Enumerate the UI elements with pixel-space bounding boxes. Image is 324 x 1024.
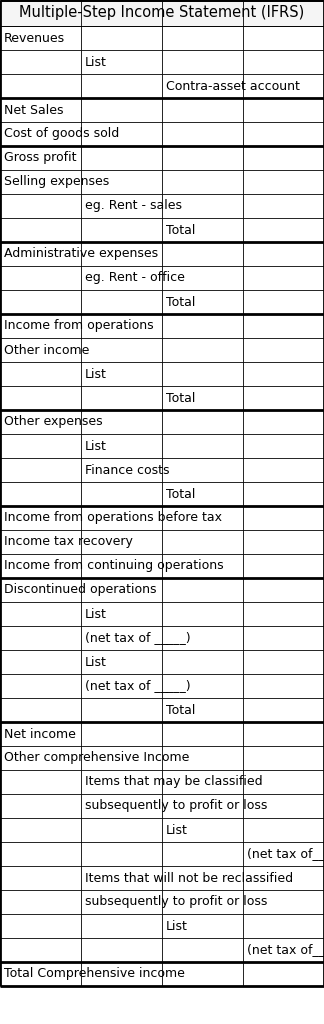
Text: Income tax recovery: Income tax recovery — [4, 536, 133, 549]
Text: eg. Rent - office: eg. Rent - office — [85, 271, 185, 285]
Text: List: List — [85, 607, 107, 621]
Text: (net tax of__): (net tax of__) — [247, 943, 324, 956]
Text: Finance costs: Finance costs — [85, 464, 169, 476]
Text: Other expenses: Other expenses — [4, 416, 103, 428]
Text: Discontinued operations: Discontinued operations — [4, 584, 156, 597]
Text: Administrative expenses: Administrative expenses — [4, 248, 158, 260]
Text: Total: Total — [166, 391, 195, 404]
Text: (net tax of _____): (net tax of _____) — [85, 632, 191, 644]
Text: Cost of goods sold: Cost of goods sold — [4, 128, 119, 140]
Text: Selling expenses: Selling expenses — [4, 175, 109, 188]
Text: Other income: Other income — [4, 343, 89, 356]
Text: Items that may be classified: Items that may be classified — [85, 775, 263, 788]
Text: Revenues: Revenues — [4, 32, 65, 44]
Text: (net tax of__): (net tax of__) — [247, 848, 324, 860]
Text: List: List — [166, 823, 188, 837]
Text: subsequently to profit or loss: subsequently to profit or loss — [85, 800, 267, 812]
Text: Total Comprehensive income: Total Comprehensive income — [4, 968, 185, 981]
Bar — [0, 0, 324, 26]
Text: Total: Total — [166, 487, 195, 501]
Text: Gross profit: Gross profit — [4, 152, 76, 165]
Text: Net Sales: Net Sales — [4, 103, 64, 117]
Text: Items that will not be reclassified: Items that will not be reclassified — [85, 871, 293, 885]
Text: Total: Total — [166, 223, 195, 237]
Text: Contra-asset account: Contra-asset account — [166, 80, 300, 92]
Text: Other comprehensive Income: Other comprehensive Income — [4, 752, 189, 765]
Text: Income from operations before tax: Income from operations before tax — [4, 512, 222, 524]
Text: (net tax of _____): (net tax of _____) — [85, 680, 191, 692]
Text: List: List — [85, 55, 107, 69]
Text: Total: Total — [166, 703, 195, 717]
Text: Income from operations: Income from operations — [4, 319, 154, 333]
Text: subsequently to profit or loss: subsequently to profit or loss — [85, 896, 267, 908]
Text: Multiple-Step Income Statement (IFRS): Multiple-Step Income Statement (IFRS) — [19, 5, 305, 20]
Text: List: List — [166, 920, 188, 933]
Text: Net income: Net income — [4, 727, 76, 740]
Text: List: List — [85, 655, 107, 669]
Text: eg. Rent - sales: eg. Rent - sales — [85, 200, 182, 213]
Text: List: List — [85, 439, 107, 453]
Text: List: List — [85, 368, 107, 381]
Text: Total: Total — [166, 296, 195, 308]
Text: Income from continuing operations: Income from continuing operations — [4, 559, 224, 572]
